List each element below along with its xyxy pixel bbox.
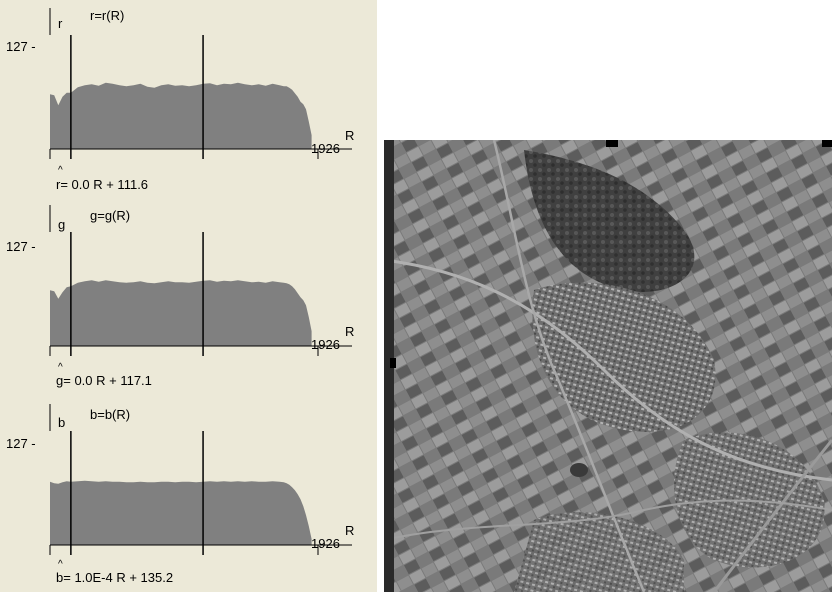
fit-formula: b= 1.0E-4 R + 135.2 bbox=[56, 570, 173, 585]
chart-r-svg bbox=[49, 8, 352, 159]
fit-formula: g= 0.0 R + 117.1 bbox=[56, 373, 152, 388]
x-max-label: 1926 bbox=[311, 337, 340, 352]
data-area bbox=[50, 280, 312, 346]
fit-formula: r= 0.0 R + 111.6 bbox=[56, 177, 148, 192]
formula-body: = 0.0 R + 111.6 bbox=[60, 177, 149, 192]
x-axis-label: R bbox=[345, 523, 355, 538]
formula-body: = 0.0 R + 117.1 bbox=[63, 373, 152, 388]
data-area bbox=[50, 82, 312, 149]
data-area bbox=[50, 480, 312, 545]
x-axis-label: R bbox=[345, 128, 355, 143]
aerial-photo-image bbox=[384, 140, 832, 592]
formula-prefix: b bbox=[56, 570, 64, 585]
x-max-label: 1926 bbox=[311, 141, 340, 156]
formula-prefix: g bbox=[56, 373, 64, 388]
chart-title: r=r(R) bbox=[90, 8, 125, 23]
x-axis-label: R bbox=[345, 324, 355, 339]
aerial-photo bbox=[384, 140, 832, 592]
chart-g-svg bbox=[49, 205, 352, 356]
x-max-label: 1926 bbox=[311, 536, 340, 551]
y-tick-label: 127 - bbox=[6, 436, 36, 451]
formula-prefix: r bbox=[56, 177, 61, 192]
channel-label: g bbox=[58, 217, 66, 232]
hat-accent: ^ bbox=[58, 362, 63, 373]
channel-label: b bbox=[58, 415, 66, 430]
formula-body: = 1.0E-4 R + 135.2 bbox=[63, 570, 174, 585]
chart-g: g g=g(R) 127 - R 1926 ^ g= 0.0 R + 117.1 bbox=[0, 197, 377, 388]
hat-accent: ^ bbox=[58, 559, 63, 570]
y-tick-label: 127 - bbox=[6, 39, 36, 54]
chart-title: g=g(R) bbox=[90, 208, 131, 223]
plot-panel: r r=r(R) 127 - R 1926 ^ r= 0.0 R + 111.6… bbox=[0, 0, 377, 592]
chart-b-svg bbox=[49, 404, 352, 555]
hat-accent: ^ bbox=[58, 165, 63, 176]
chart-r: r r=r(R) 127 - R 1926 ^ r= 0.0 R + 111.6 bbox=[0, 0, 377, 192]
channel-label: r bbox=[58, 16, 63, 31]
chart-b: b b=b(R) 127 - R 1926 ^ b= 1.0E-4 R + 13… bbox=[0, 396, 377, 586]
y-tick-label: 127 - bbox=[6, 239, 36, 254]
chart-title: b=b(R) bbox=[90, 407, 131, 422]
